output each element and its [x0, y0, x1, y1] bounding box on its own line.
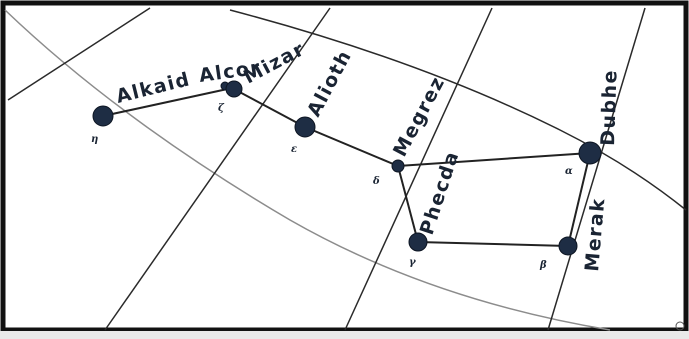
corner-mark	[675, 321, 685, 331]
ra-line-1	[7, 7, 151, 101]
greek-mizar: ζ	[218, 103, 225, 114]
star-alioth	[294, 116, 316, 138]
greek-phecda: γ	[409, 257, 416, 268]
ra-line-2	[104, 7, 331, 331]
ra-line-4	[547, 7, 646, 331]
ra-line-3	[344, 7, 493, 331]
greek-alkaid: η	[91, 134, 98, 145]
dec-arc-upper	[229, 9, 687, 211]
greek-alioth: ε	[291, 144, 297, 155]
star-merak	[558, 236, 578, 256]
constellation-lines	[102, 87, 591, 247]
greek-dubhe: α	[565, 166, 573, 177]
line-phecda-merak	[417, 241, 569, 247]
bottom-shadow	[0, 331, 689, 339]
line-merak-dubhe	[567, 152, 591, 247]
greek-merak: β	[539, 260, 547, 271]
line-alioth-megrez	[304, 126, 399, 167]
label-dubhe: Dubhe	[597, 69, 622, 147]
star-phecda	[408, 232, 428, 252]
line-alkaid-mizar	[102, 87, 233, 117]
greek-megrez: δ	[372, 176, 380, 187]
dec-arc-light	[4, 9, 611, 331]
coordinate-grid	[4, 7, 687, 331]
star-dubhe	[578, 141, 602, 165]
star-mizar	[225, 80, 243, 98]
star-alkaid	[92, 105, 114, 127]
line-mizar-alioth	[231, 87, 306, 128]
stars	[92, 80, 602, 256]
star-megrez	[391, 159, 405, 173]
line-megrez-dubhe	[397, 152, 591, 167]
line-megrez-phecda	[397, 165, 419, 243]
